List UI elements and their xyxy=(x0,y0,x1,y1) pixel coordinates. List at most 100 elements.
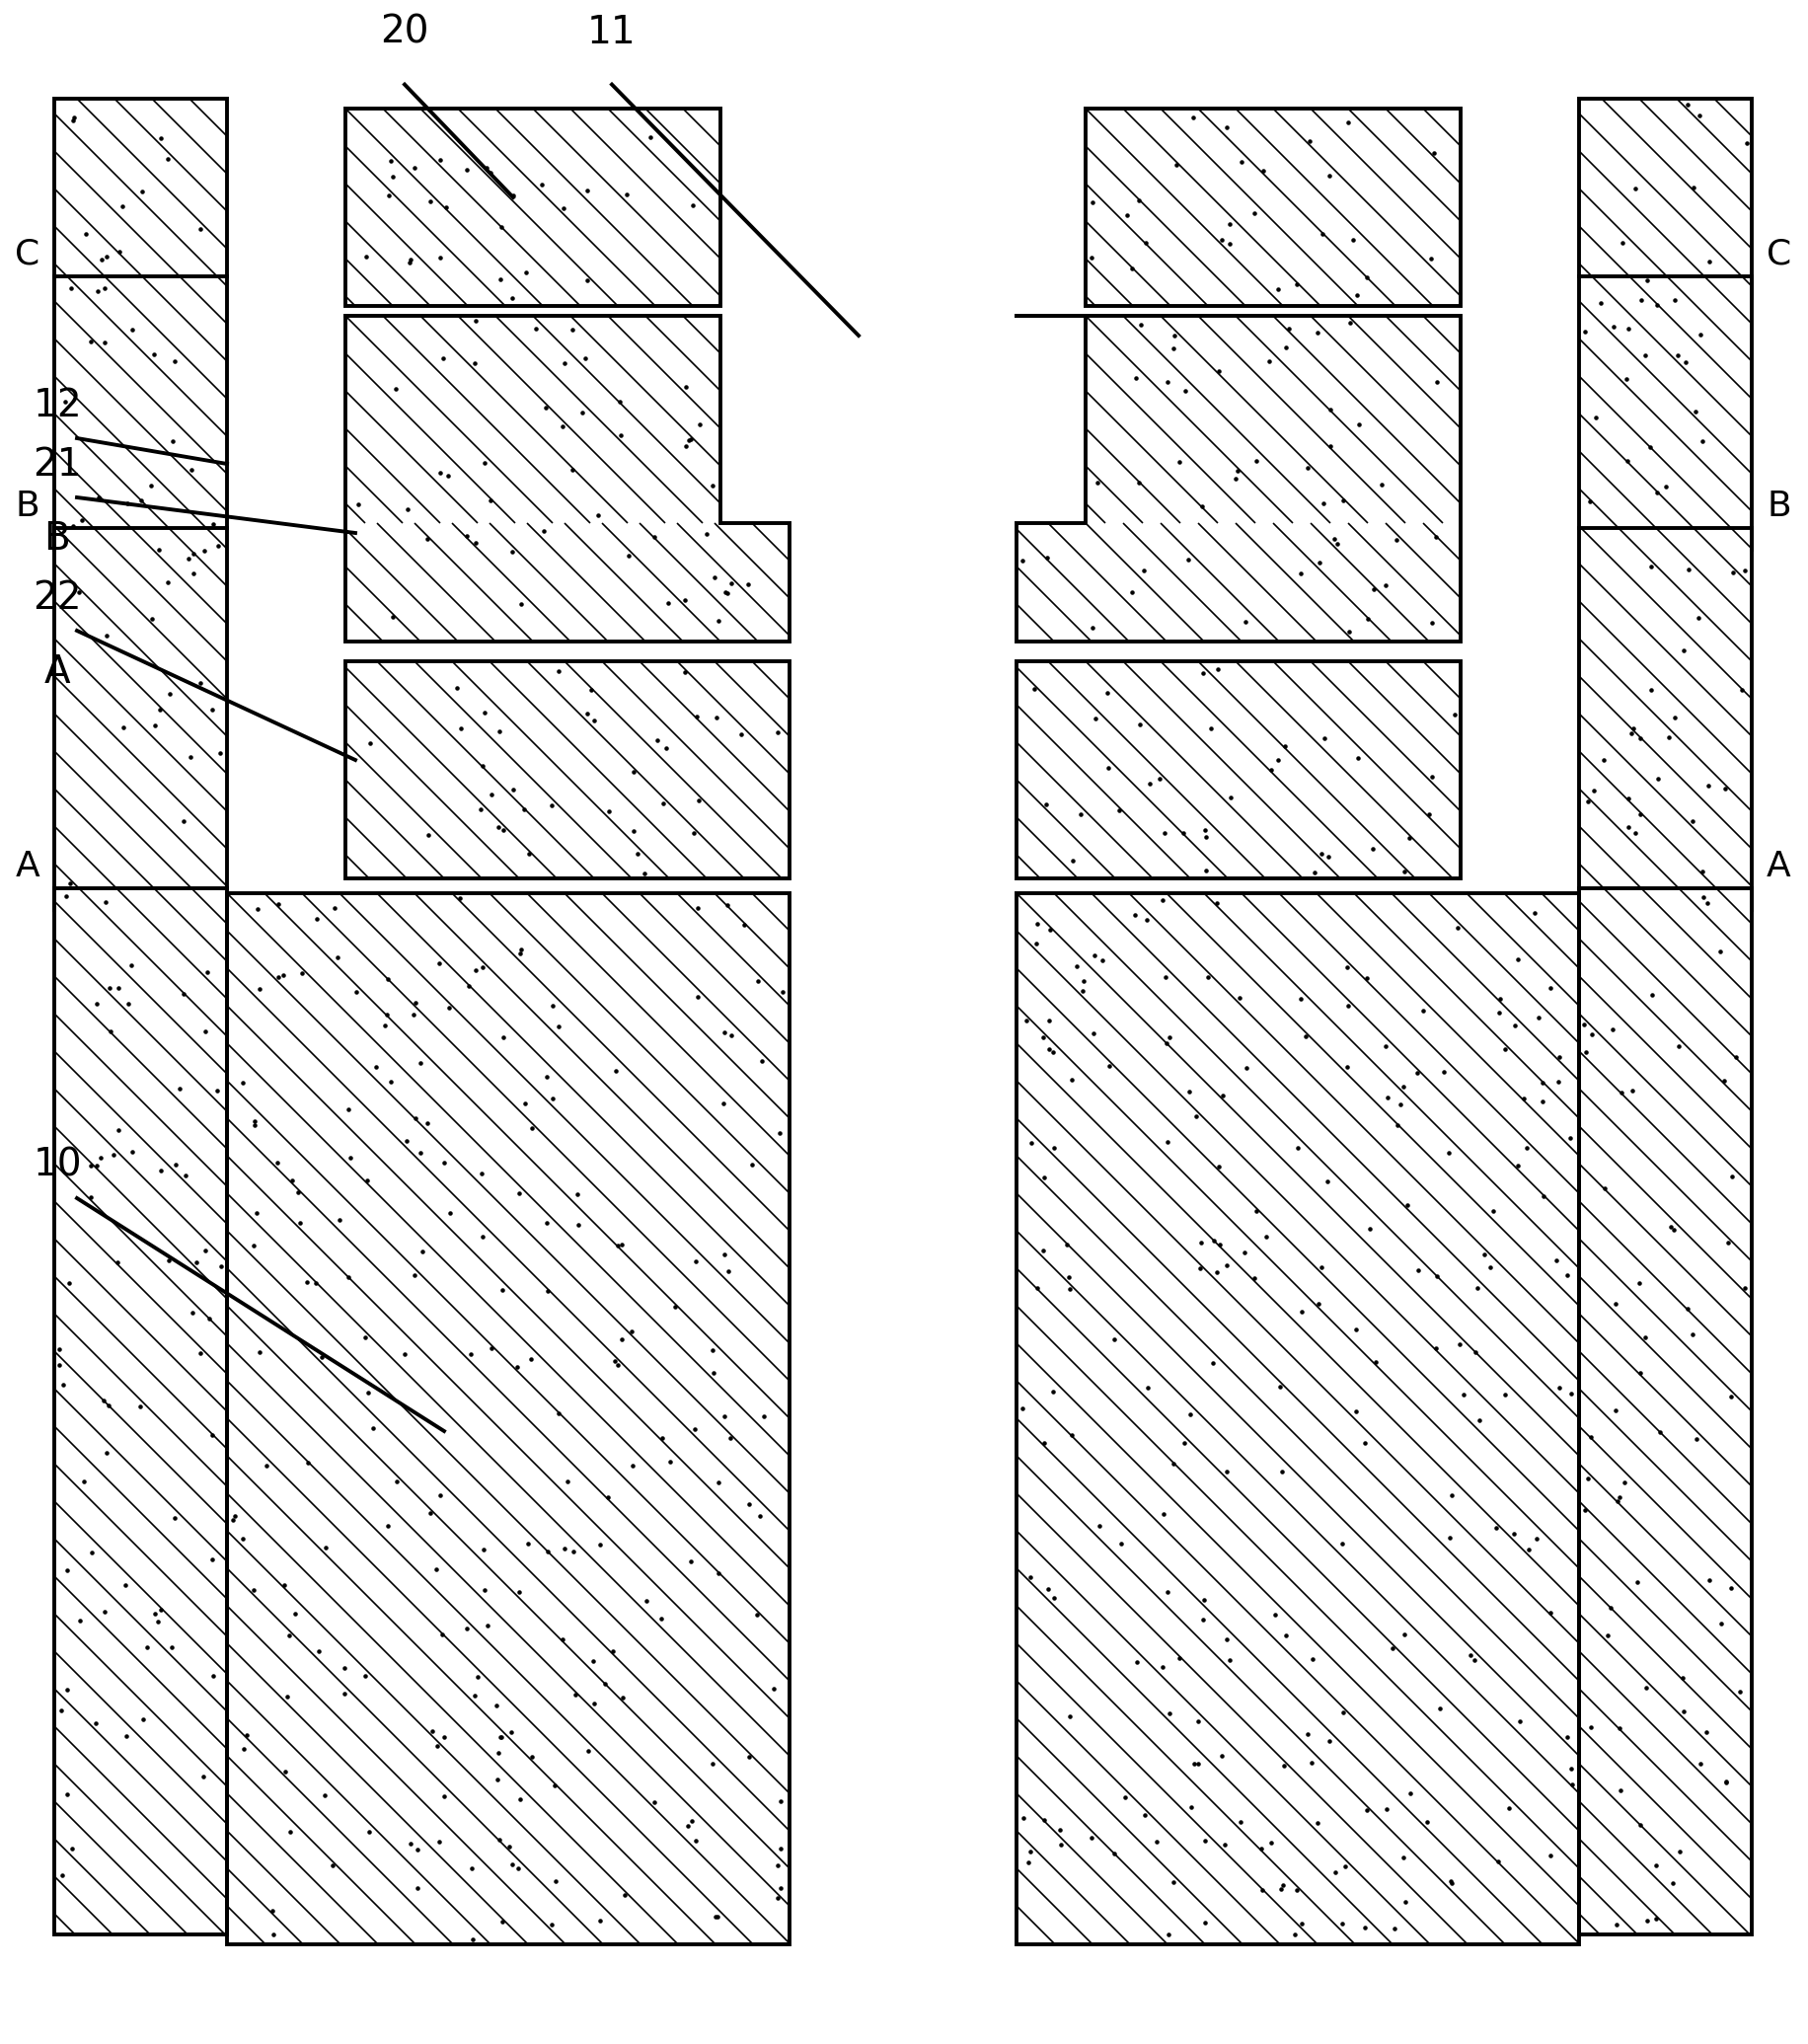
Point xyxy=(1660,1212,1689,1245)
Point xyxy=(532,1206,560,1239)
Point xyxy=(231,1719,260,1752)
Bar xyxy=(345,523,790,642)
Point xyxy=(65,1605,94,1637)
Point xyxy=(56,272,85,305)
Point xyxy=(504,1177,533,1210)
Point xyxy=(425,948,454,981)
Point xyxy=(425,1480,454,1513)
Point xyxy=(716,1020,745,1053)
Point xyxy=(54,1267,83,1300)
Point xyxy=(579,1645,607,1678)
Point xyxy=(640,1786,669,1819)
Point xyxy=(1047,1829,1076,1862)
Point xyxy=(197,1543,226,1576)
Point xyxy=(1380,1911,1408,1944)
Point xyxy=(1280,1917,1309,1950)
Point xyxy=(1624,1267,1653,1300)
Point xyxy=(1671,345,1700,378)
Point xyxy=(1117,576,1146,609)
Point xyxy=(1712,1764,1741,1797)
Point xyxy=(1681,1423,1710,1455)
Point xyxy=(1287,983,1316,1016)
Point xyxy=(1656,1210,1685,1243)
Point xyxy=(108,190,137,223)
Point xyxy=(528,168,557,200)
Point xyxy=(1016,1836,1045,1868)
Point xyxy=(1602,1909,1631,1942)
Point xyxy=(1663,1030,1692,1063)
Point xyxy=(1732,127,1761,159)
Point xyxy=(179,538,208,570)
Point xyxy=(105,971,134,1004)
Point xyxy=(1322,1856,1351,1889)
Point xyxy=(89,1384,118,1416)
Point xyxy=(1389,1842,1417,1874)
Bar xyxy=(228,893,790,1944)
Point xyxy=(1045,1813,1074,1846)
Point xyxy=(1408,995,1437,1028)
Point xyxy=(504,1782,533,1815)
Point xyxy=(1725,1676,1754,1709)
Point xyxy=(1358,832,1387,865)
Point xyxy=(436,1196,465,1228)
Point xyxy=(750,1400,779,1433)
Point xyxy=(767,1831,796,1864)
Point xyxy=(354,1376,383,1408)
Point xyxy=(1094,752,1123,785)
Point xyxy=(45,1349,74,1382)
Point xyxy=(1307,838,1336,871)
Point xyxy=(734,1488,763,1521)
Point xyxy=(560,1678,589,1711)
Point xyxy=(497,536,526,568)
Point xyxy=(1615,313,1643,345)
Point xyxy=(49,1369,78,1402)
Point xyxy=(1642,288,1671,321)
Point xyxy=(607,1322,636,1355)
Text: 10: 10 xyxy=(33,1147,81,1183)
Point xyxy=(1515,1533,1544,1566)
Point xyxy=(1023,1271,1052,1304)
Point xyxy=(174,542,202,574)
Point xyxy=(447,883,476,916)
Point xyxy=(193,957,222,989)
Point xyxy=(195,1302,224,1335)
Point xyxy=(1007,544,1036,576)
Point xyxy=(1352,1795,1381,1827)
Point xyxy=(92,239,121,272)
Point xyxy=(513,1527,542,1560)
Point xyxy=(146,121,175,153)
Point xyxy=(477,779,506,811)
Point xyxy=(544,654,573,687)
Point xyxy=(533,1275,562,1308)
Point xyxy=(1669,634,1698,666)
Point xyxy=(146,1155,175,1188)
Point xyxy=(1577,1421,1606,1453)
Point xyxy=(392,493,421,525)
Point xyxy=(293,1447,322,1480)
Point xyxy=(485,1737,513,1770)
Point xyxy=(1009,1392,1038,1425)
Point xyxy=(1356,1212,1385,1245)
Point xyxy=(1009,1801,1038,1833)
Point xyxy=(1403,1057,1432,1089)
Point xyxy=(154,566,183,599)
Point xyxy=(1215,208,1244,241)
Point xyxy=(1152,1026,1181,1059)
Point xyxy=(1528,1085,1557,1118)
Point xyxy=(1170,1427,1199,1459)
Point xyxy=(1155,1697,1184,1729)
Point xyxy=(161,1502,190,1535)
Point xyxy=(206,1251,235,1284)
Point xyxy=(336,1141,365,1173)
Point xyxy=(1197,711,1226,744)
Point xyxy=(137,603,166,636)
Point xyxy=(1058,844,1087,877)
Point xyxy=(541,1864,570,1897)
Point xyxy=(495,1831,524,1864)
Point xyxy=(1036,914,1065,946)
Point xyxy=(114,486,143,519)
Point xyxy=(1240,198,1269,231)
Point xyxy=(1173,544,1202,576)
Point xyxy=(286,1206,315,1239)
Point xyxy=(262,1147,291,1179)
